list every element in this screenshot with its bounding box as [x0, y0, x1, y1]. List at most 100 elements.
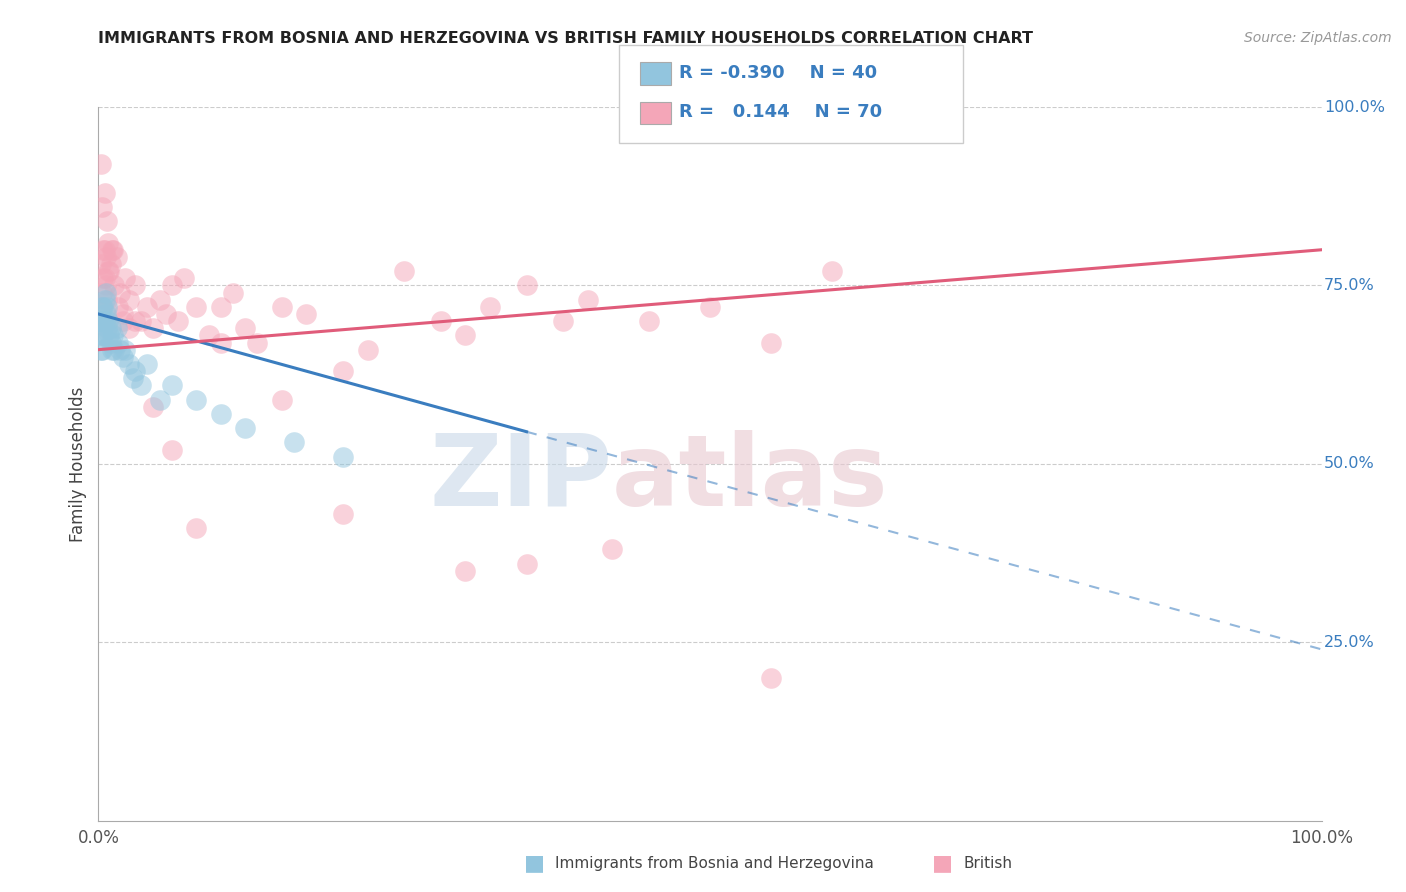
Point [332, 364, 354, 378]
Point [91, 314, 114, 328]
Point [105, 321, 128, 335]
Point [91, 300, 114, 314]
Point [91, 314, 114, 328]
Point [90, 257, 112, 271]
Text: 50.0%: 50.0% [1324, 457, 1375, 471]
Text: ■: ■ [524, 854, 544, 873]
Point [222, 285, 245, 300]
Point [91, 328, 114, 343]
Point [98, 328, 121, 343]
Point [90, 328, 112, 343]
Point [100, 335, 122, 350]
Point [93, 314, 115, 328]
Point [136, 300, 159, 314]
Point [101, 328, 124, 343]
Point [96, 293, 118, 307]
Point [129, 378, 152, 392]
Point [392, 264, 416, 278]
Point [93, 293, 115, 307]
Point [121, 371, 143, 385]
Point [515, 557, 537, 571]
Point [283, 435, 305, 450]
Point [90, 157, 112, 171]
Point [91, 343, 114, 357]
Point [160, 278, 183, 293]
Point [111, 350, 134, 364]
Point [761, 335, 783, 350]
Point [129, 314, 152, 328]
Point [270, 392, 294, 407]
Point [124, 364, 146, 378]
Text: ZIP: ZIP [429, 430, 612, 526]
Point [160, 378, 183, 392]
Point [91, 285, 114, 300]
Point [103, 343, 125, 357]
Point [295, 307, 318, 321]
Point [118, 321, 141, 335]
Point [576, 293, 599, 307]
Point [97, 264, 120, 278]
Text: atlas: atlas [612, 430, 889, 526]
Point [107, 335, 129, 350]
Point [91, 300, 114, 314]
Point [209, 300, 232, 314]
Point [761, 671, 783, 685]
Point [111, 314, 134, 328]
Point [173, 271, 195, 285]
Point [637, 314, 661, 328]
Point [136, 357, 159, 371]
Text: R = -0.390    N = 40: R = -0.390 N = 40 [679, 64, 877, 82]
Point [91, 243, 114, 257]
Y-axis label: Family Households: Family Households [69, 386, 87, 541]
Point [149, 392, 172, 407]
Text: 75.0%: 75.0% [1324, 278, 1375, 293]
Point [97, 314, 120, 328]
Point [97, 235, 120, 250]
Point [118, 293, 141, 307]
Text: IMMIGRANTS FROM BOSNIA AND HERZEGOVINA VS BRITISH FAMILY HOUSEHOLDS CORRELATION : IMMIGRANTS FROM BOSNIA AND HERZEGOVINA V… [98, 31, 1033, 46]
Point [114, 271, 136, 285]
Point [142, 321, 165, 335]
Point [90, 314, 112, 328]
Point [91, 271, 114, 285]
Point [105, 250, 128, 264]
Point [160, 442, 183, 457]
Point [699, 300, 721, 314]
Text: Source: ZipAtlas.com: Source: ZipAtlas.com [1244, 31, 1392, 45]
Point [110, 343, 132, 357]
Point [93, 186, 115, 200]
Point [118, 357, 141, 371]
Point [103, 278, 125, 293]
Point [110, 285, 132, 300]
Point [454, 564, 477, 578]
Point [186, 300, 208, 314]
Point [186, 521, 208, 535]
Point [233, 421, 256, 435]
Point [100, 321, 122, 335]
Point [111, 307, 134, 321]
Point [93, 271, 115, 285]
Point [270, 300, 294, 314]
Point [600, 542, 623, 557]
Point [197, 328, 219, 343]
Point [101, 343, 124, 357]
Point [91, 300, 114, 314]
Text: 100.0%: 100.0% [1324, 100, 1385, 114]
Point [332, 450, 354, 464]
Point [149, 293, 172, 307]
Text: British: British [963, 856, 1012, 871]
Point [454, 328, 477, 343]
Point [124, 314, 146, 328]
Point [94, 285, 117, 300]
Point [96, 300, 118, 314]
Point [91, 328, 114, 343]
Text: Immigrants from Bosnia and Herzegovina: Immigrants from Bosnia and Herzegovina [555, 856, 875, 871]
Point [94, 307, 117, 321]
Point [93, 243, 115, 257]
Point [233, 321, 256, 335]
Point [98, 264, 121, 278]
Point [94, 250, 117, 264]
Point [91, 200, 114, 214]
Point [96, 321, 118, 335]
Point [186, 392, 208, 407]
